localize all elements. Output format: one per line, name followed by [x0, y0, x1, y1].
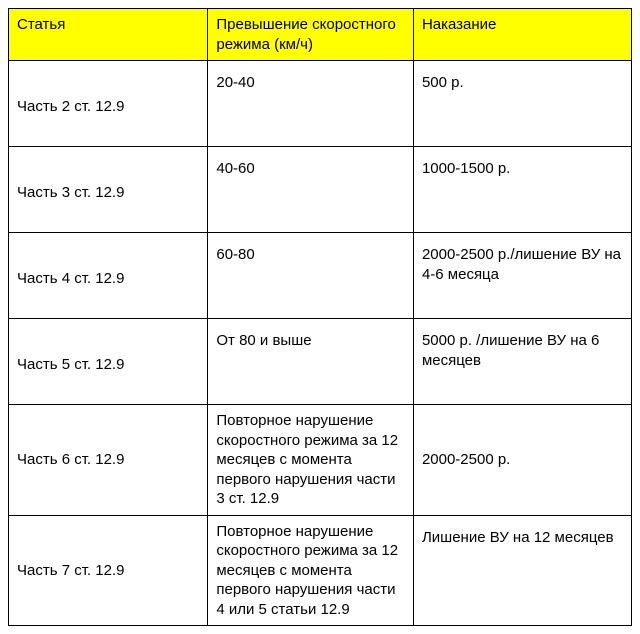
cell-penalty: 500 р. [413, 61, 631, 147]
cell-violation: Повторное нарушение скоростного режима з… [208, 515, 414, 626]
cell-violation: 40-60 [208, 147, 414, 233]
cell-penalty: 2000-2500 р. [413, 405, 631, 516]
header-article: Статья [9, 9, 208, 61]
cell-violation: Повторное нарушение скоростного режима з… [208, 405, 414, 516]
table-row: Часть 3 ст. 12.9 40-60 1000-1500 р. [9, 147, 632, 233]
cell-article: Часть 3 ст. 12.9 [9, 147, 208, 233]
table-row: Часть 4 ст. 12.9 60-80 2000-2500 р./лише… [9, 233, 632, 319]
header-violation: Превышение скоростного режима (км/ч) [208, 9, 414, 61]
cell-article: Часть 7 ст. 12.9 [9, 515, 208, 626]
table-header-row: Статья Превышение скоростного режима (км… [9, 9, 632, 61]
cell-article: Часть 6 ст. 12.9 [9, 405, 208, 516]
cell-article: Часть 4 ст. 12.9 [9, 233, 208, 319]
header-penalty: Наказание [413, 9, 631, 61]
cell-violation: 60-80 [208, 233, 414, 319]
cell-penalty: Лишение ВУ на 12 месяцев [413, 515, 631, 626]
table-row: Часть 5 ст. 12.9 От 80 и выше 5000 р. /л… [9, 319, 632, 405]
table-row: Часть 2 ст. 12.9 20-40 500 р. [9, 61, 632, 147]
table-row: Часть 7 ст. 12.9 Повторное нарушение ско… [9, 515, 632, 626]
penalty-table: Статья Превышение скоростного режима (км… [8, 8, 632, 626]
cell-violation: 20-40 [208, 61, 414, 147]
cell-penalty: 2000-2500 р./лишение ВУ на 4-6 месяца [413, 233, 631, 319]
cell-violation: От 80 и выше [208, 319, 414, 405]
table-row: Часть 6 ст. 12.9 Повторное нарушение ско… [9, 405, 632, 516]
cell-penalty: 1000-1500 р. [413, 147, 631, 233]
cell-article: Часть 5 ст. 12.9 [9, 319, 208, 405]
cell-penalty: 5000 р. /лишение ВУ на 6 месяцев [413, 319, 631, 405]
cell-article: Часть 2 ст. 12.9 [9, 61, 208, 147]
